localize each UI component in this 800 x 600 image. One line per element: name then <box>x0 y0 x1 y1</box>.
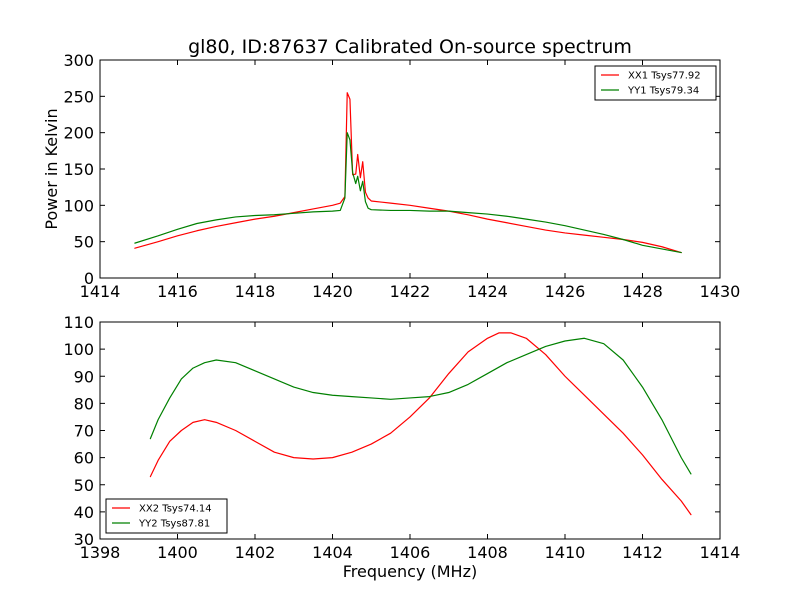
top-x-tick-label: 1424 <box>467 282 508 301</box>
top-x-tick-label: 1430 <box>700 282 741 301</box>
bottom-y-tick-label: 60 <box>74 449 94 468</box>
bottom-ticks: 1398 1400 1402 1404 1406 1408 1410 1412 1414 30 40… <box>63 313 740 562</box>
top-y-tick-label: 100 <box>63 196 94 215</box>
top-y-tick-label: 250 <box>63 87 94 106</box>
top-y-tick-label: 50 <box>74 233 94 252</box>
bottom-series-line-1 <box>149 332 692 516</box>
bottom-y-tick-label: 40 <box>74 503 94 522</box>
bottom-x-tick-label: 1414 <box>700 543 741 562</box>
bottom-legend-box <box>105 498 228 534</box>
bottom-x-axis-label: Frequency (MHz) <box>343 562 477 581</box>
top-series-line-2 <box>134 132 682 254</box>
bottom-legend: XX2 Tsys74.14 YY2 Tsys87.81 <box>105 498 228 534</box>
top-x-tick-label: 1426 <box>545 282 586 301</box>
top-x-tick-label: 1418 <box>235 282 276 301</box>
bottom-x-tick-label: 1408 <box>467 543 508 562</box>
top-y-tick-label: 0 <box>84 269 94 288</box>
bottom-legend-label-2: YY2 Tsys87.81 <box>138 519 210 530</box>
top-x-tick-label: 1414 <box>80 282 121 301</box>
bottom-series-line-2 <box>149 337 692 475</box>
bottom-y-tick-label: 110 <box>63 313 94 332</box>
bottom-y-tick-label: 50 <box>74 476 94 495</box>
top-panel: 1414 1416 1418 1420 1422 1424 1426 1428 1430 0 50 1… <box>42 51 740 301</box>
bottom-x-tick-label: 1400 <box>157 543 198 562</box>
bottom-legend-label-1: XX2 Tsys74.14 <box>139 504 212 515</box>
top-x-tick-label: 1416 <box>157 282 198 301</box>
bottom-y-tick-label: 90 <box>74 367 94 386</box>
bottom-x-tick-label: 1398 <box>80 543 121 562</box>
bottom-x-tick-label: 1402 <box>235 543 276 562</box>
top-y-tick-label: 150 <box>63 160 94 179</box>
bottom-y-tick-label: 80 <box>74 394 94 413</box>
top-legend-label-2: YY1 Tsys79.34 <box>627 86 699 97</box>
bottom-x-tick-label: 1412 <box>622 543 663 562</box>
bottom-panel: 1398 1400 1402 1404 1406 1408 1410 1412 1414 30 40… <box>63 313 740 581</box>
top-legend-label-1: XX1 Tsys77.92 <box>628 71 701 82</box>
top-ticks: 1414 1416 1418 1420 1422 1424 1426 1428 1430 0 50 1… <box>63 51 740 301</box>
top-x-tick-label: 1428 <box>622 282 663 301</box>
top-x-tick-label: 1422 <box>390 282 431 301</box>
top-series <box>134 92 682 254</box>
bottom-y-tick-label: 30 <box>74 530 94 549</box>
top-legend-box <box>594 65 717 101</box>
bottom-x-tick-label: 1406 <box>390 543 431 562</box>
bottom-series <box>149 332 692 516</box>
top-x-tick-label: 1420 <box>312 282 353 301</box>
top-series-line-1 <box>134 92 682 254</box>
top-y-tick-label: 300 <box>63 51 94 70</box>
bottom-y-tick-label: 100 <box>63 340 94 359</box>
top-y-axis-label: Power in Kelvin <box>42 108 61 229</box>
bottom-x-tick-label: 1404 <box>312 543 353 562</box>
bottom-x-tick-label: 1410 <box>545 543 586 562</box>
chart-title: gl80, ID:87637 Calibrated On-source spec… <box>188 36 632 58</box>
top-legend: XX1 Tsys77.92 YY1 Tsys79.34 <box>594 65 717 101</box>
bottom-y-tick-label: 70 <box>74 422 94 441</box>
top-y-tick-label: 200 <box>63 124 94 143</box>
